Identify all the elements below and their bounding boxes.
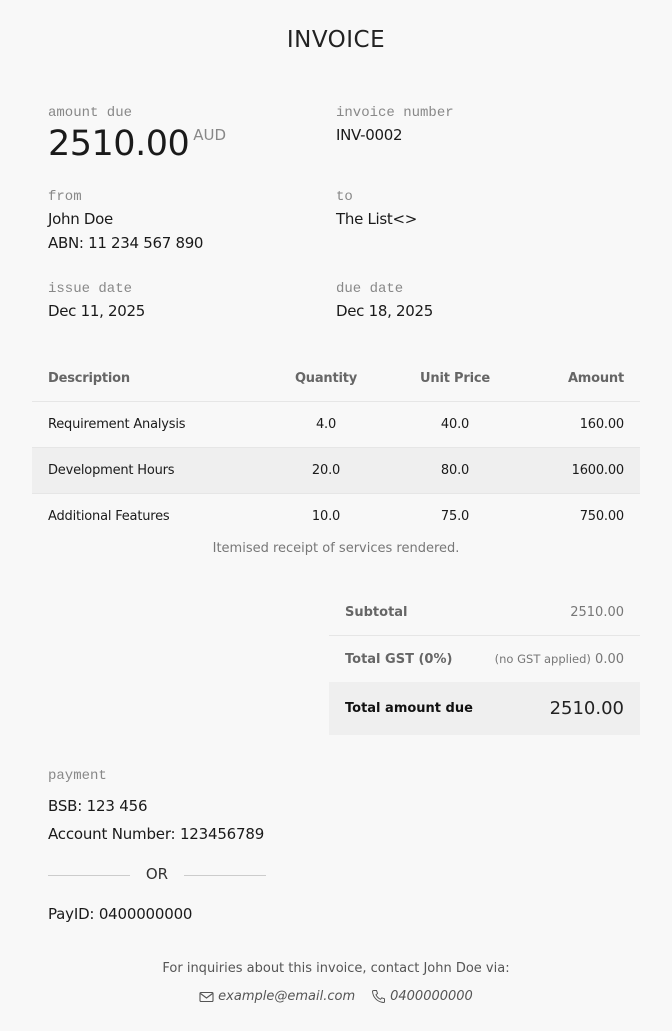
cell-description: Development Hours [32,447,247,494]
page-title: INVOICE [286,27,386,53]
gst-row: Total GST (0%) (no GST applied) 0.00 [329,636,640,682]
from-label: from [48,189,82,205]
col-amount: Amount [505,356,640,402]
from-name: John Doe [48,210,113,228]
issue-date-label: issue date [48,281,133,297]
invoice-number: INV-0002 [336,126,403,144]
phone-icon [372,990,386,1004]
to-label: to [336,189,353,205]
invoice-number-label: invoice number [336,105,454,121]
cell-unit-price: 75.0 [440,508,470,524]
col-quantity: Quantity [247,356,405,402]
footer-contacts: example@email.com 0400000000 [0,989,672,1004]
total-row: Total amount due 2510.00 [329,682,640,735]
phone-link[interactable]: 0400000000 [371,989,473,1004]
envelope-icon [199,991,214,1002]
gst-value: 0.00 [595,651,624,667]
bsb: BSB: 123 456 [48,797,148,815]
amount-due-value: 2510.00 [48,124,190,164]
from-abn: ABN: 11 234 567 890 [48,234,204,252]
subtotal-row: Subtotal 2510.00 [329,590,640,636]
due-date: Dec 18, 2025 [336,302,433,320]
total-label: Total amount due [345,701,473,716]
col-description: Description [32,356,247,402]
amount-due: 2510.00 AUD [48,122,226,166]
cell-amount: 160.00 [505,401,640,448]
email-link[interactable]: example@email.com [199,989,355,1004]
cell-quantity: 10.0 [311,508,341,524]
account-number: Account Number: 123456789 [48,825,265,843]
currency: AUD [193,126,227,144]
payment-label: payment [48,768,107,784]
table-row: Requirement Analysis 4.0 40.0 160.00 [32,401,640,448]
gst-label: Total GST (0%) [345,651,453,667]
cell-amount: 1600.00 [505,447,640,494]
cell-quantity: 20.0 [247,447,405,494]
subtotal-label: Subtotal [345,605,408,620]
footer-text: For inquiries about this invoice, contac… [162,961,510,976]
or-separator: OR [145,865,169,883]
due-date-label: due date [336,281,404,297]
table-row: Additional Features 10.0 75.0 750.00 [32,493,640,539]
cell-unit-price: 80.0 [405,447,505,494]
total-value: 2510.00 [549,698,624,719]
issue-date: Dec 11, 2025 [48,302,145,320]
table-caption: Itemised receipt of services rendered. [212,541,460,556]
cell-unit-price: 40.0 [405,401,505,448]
line-items-table: Description Quantity Unit Price Amount R… [32,356,640,539]
cell-description: Requirement Analysis [32,401,247,448]
table-header: Description Quantity Unit Price Amount [32,356,640,402]
email[interactable]: example@email.com [218,989,356,1004]
table-row: Development Hours 20.0 80.0 1600.00 [32,447,640,494]
divider-right [184,875,266,876]
cell-quantity: 4.0 [247,401,405,448]
cell-amount: 750.00 [579,508,624,524]
gst-note: (no GST applied) [494,651,591,666]
subtotal-value: 2510.00 [570,605,624,620]
col-unit-price: Unit Price [405,356,505,402]
phone[interactable]: 0400000000 [390,989,473,1004]
cell-description: Additional Features [48,508,170,524]
to-name: The List<> [336,210,418,228]
amount-due-label: amount due [48,105,133,121]
divider-left [48,875,130,876]
payid: PayID: 0400000000 [48,905,193,923]
